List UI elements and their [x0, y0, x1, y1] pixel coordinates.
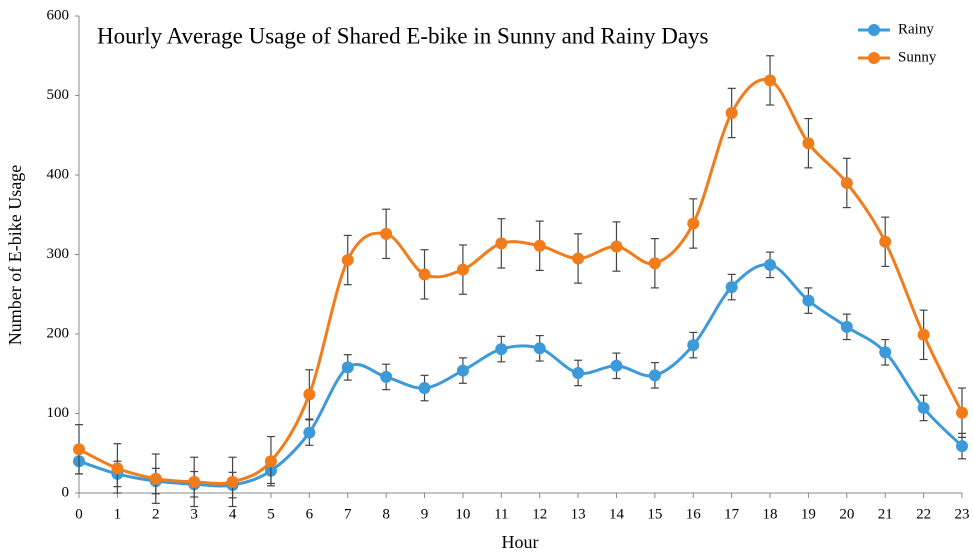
- data-point: [610, 240, 623, 253]
- data-point: [917, 328, 930, 341]
- legend-marker: [868, 24, 880, 36]
- data-point: [764, 258, 777, 271]
- x-tick-label: 4: [229, 506, 237, 522]
- data-point: [648, 369, 661, 382]
- data-point: [418, 268, 431, 281]
- y-tick-label: 100: [47, 405, 70, 421]
- data-point: [956, 406, 968, 419]
- x-tick-label: 6: [306, 506, 314, 522]
- x-tick-label: 2: [152, 506, 160, 522]
- x-tick-label: 21: [878, 506, 893, 522]
- data-point: [572, 252, 585, 265]
- data-point: [879, 235, 892, 248]
- data-point: [303, 388, 316, 401]
- data-point: [572, 366, 585, 379]
- data-point: [917, 401, 930, 414]
- data-point: [111, 462, 124, 475]
- x-tick-label: 15: [647, 506, 662, 522]
- y-tick-label: 500: [47, 87, 70, 103]
- data-point: [956, 440, 968, 453]
- data-point: [495, 343, 508, 356]
- x-tick-label: 22: [916, 506, 931, 522]
- x-tick-label: 0: [75, 506, 83, 522]
- x-tick-label: 5: [267, 506, 275, 522]
- data-point: [533, 342, 546, 355]
- x-tick-label: 3: [190, 506, 198, 522]
- y-axis-title: Number of E-bike Usage: [5, 165, 25, 345]
- data-point: [149, 472, 162, 485]
- data-point: [341, 254, 354, 267]
- chart-title: Hourly Average Usage of Shared E-bike in…: [97, 23, 709, 48]
- data-point: [264, 455, 277, 468]
- x-tick-label: 12: [532, 506, 547, 522]
- data-point: [687, 217, 700, 230]
- legend-marker: [868, 52, 880, 64]
- data-point: [648, 257, 661, 270]
- data-point: [380, 370, 393, 383]
- data-point: [73, 443, 85, 456]
- y-tick-label: 200: [47, 325, 70, 341]
- y-tick-label: 600: [47, 7, 70, 23]
- data-point: [495, 237, 508, 250]
- x-tick-label: 14: [609, 506, 625, 522]
- x-tick-label: 13: [571, 506, 586, 522]
- data-point: [725, 281, 738, 294]
- y-tick-label: 300: [47, 246, 70, 262]
- data-point: [456, 364, 469, 377]
- data-point: [533, 239, 546, 252]
- legend-label: Sunny: [898, 49, 937, 65]
- x-tick-label: 18: [763, 506, 778, 522]
- series-line: [78, 77, 964, 486]
- data-point: [610, 359, 623, 372]
- x-tick-label: 16: [686, 506, 702, 522]
- data-point: [188, 475, 201, 488]
- x-tick-label: 23: [955, 506, 970, 522]
- data-point: [303, 426, 316, 439]
- data-point: [840, 176, 853, 189]
- data-point: [687, 339, 700, 352]
- x-tick-label: 17: [724, 506, 740, 522]
- data-point: [725, 106, 738, 119]
- data-point: [226, 475, 239, 488]
- x-tick-label: 19: [801, 506, 816, 522]
- data-point: [341, 361, 354, 374]
- data-point: [418, 382, 431, 395]
- x-tick-label: 11: [494, 506, 508, 522]
- x-tick-label: 10: [455, 506, 470, 522]
- data-point: [840, 320, 853, 333]
- data-point: [456, 263, 469, 276]
- x-tick-label: 9: [421, 506, 429, 522]
- legend-label: Rainy: [898, 21, 934, 37]
- x-tick-label: 20: [839, 506, 854, 522]
- data-point: [802, 137, 815, 150]
- x-tick-label: 1: [114, 506, 122, 522]
- y-tick-label: 400: [47, 166, 70, 182]
- x-tick-label: 7: [344, 506, 352, 522]
- x-axis-title: Hour: [502, 532, 539, 552]
- data-point: [764, 74, 777, 87]
- data-point: [380, 227, 393, 240]
- y-tick-label: 0: [62, 484, 70, 500]
- series-line: [78, 263, 964, 488]
- data-point: [802, 294, 815, 307]
- x-tick-label: 8: [382, 506, 390, 522]
- data-point: [879, 346, 892, 359]
